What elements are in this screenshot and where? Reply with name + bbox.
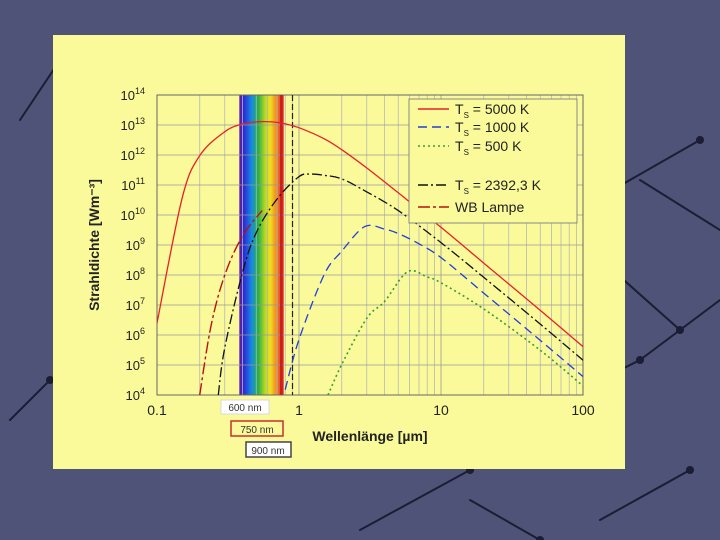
network-node: [686, 466, 694, 474]
x-tick-label: 0.1: [147, 402, 167, 418]
y-tick-label: 105: [126, 356, 145, 373]
legend-label-4: WB Lampe: [455, 199, 524, 215]
annotation-box-600nm: [220, 399, 270, 415]
network-node: [696, 136, 704, 144]
y-tick-label: 1010: [121, 206, 145, 223]
chart-legend: TS = 5000 KTS = 1000 KTS = 500 K TS = 239…: [408, 98, 578, 224]
annotation-750nm: 750 nm: [240, 425, 273, 436]
network-node: [536, 536, 544, 540]
y-tick-label: 109: [126, 236, 145, 253]
network-node: [636, 356, 644, 364]
y-axis-ticks: 104 105 106 107 108 109 1010 1011 1012 1013 1014: [121, 86, 145, 403]
annotation-900nm: 900 nm: [251, 446, 284, 457]
y-tick-label: 1014: [121, 86, 145, 103]
series-line-0: [157, 120, 583, 348]
series-line-4: [199, 210, 263, 395]
network-line: [9, 379, 51, 421]
y-tick-label: 108: [126, 266, 145, 283]
network-line: [599, 469, 691, 521]
network-node: [46, 376, 54, 384]
series-curves: [157, 120, 583, 395]
plot-frame: [156, 94, 584, 396]
x-tick-label: 100: [571, 402, 595, 418]
legend-box: [408, 98, 578, 224]
legend-label-0: TS = 5000 K: [455, 101, 530, 120]
legend-label-3: TS = 2392,3 K: [455, 177, 542, 196]
annotation-600nm: 600 nm: [228, 403, 261, 414]
series-line-3: [217, 173, 583, 395]
y-tick-label: 1011: [121, 176, 145, 193]
y-axis-title: Strahldichte [Wm⁻³]: [86, 179, 102, 311]
x-axis-title: Wellenlänge [µm]: [312, 428, 427, 444]
y-tick-label: 106: [126, 326, 145, 343]
series-line-1: [284, 224, 583, 390]
wavelength-annotations: 600 nm 750 nm 900 nm: [220, 399, 292, 458]
figure-panel: 104 105 106 107 108 109 1010 1011 1012 1013 1014 0…: [53, 35, 625, 469]
x-tick-label: 1: [295, 402, 303, 418]
legend-label-1: TS = 1000 K: [455, 119, 530, 138]
network-line: [469, 499, 541, 540]
annotation-box-900nm: [245, 441, 292, 458]
x-axis-ticks: 0.1 1 10 100: [147, 402, 595, 418]
y-tick-label: 1012: [121, 146, 145, 163]
network-line: [639, 179, 720, 231]
x-tick-label: 10: [433, 402, 449, 418]
series-line-2: [327, 269, 583, 395]
y-tick-label: 104: [126, 386, 145, 403]
network-node: [676, 326, 684, 334]
annotation-box-750nm: [230, 420, 284, 437]
y-tick-label: 107: [126, 296, 145, 313]
network-line: [359, 469, 471, 531]
legend-label-2: TS = 500 K: [455, 138, 522, 157]
wavelength-marker-lines: [280, 95, 294, 395]
y-tick-label: 1013: [121, 116, 145, 133]
